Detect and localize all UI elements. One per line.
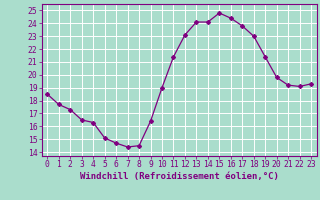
X-axis label: Windchill (Refroidissement éolien,°C): Windchill (Refroidissement éolien,°C) [80, 172, 279, 181]
